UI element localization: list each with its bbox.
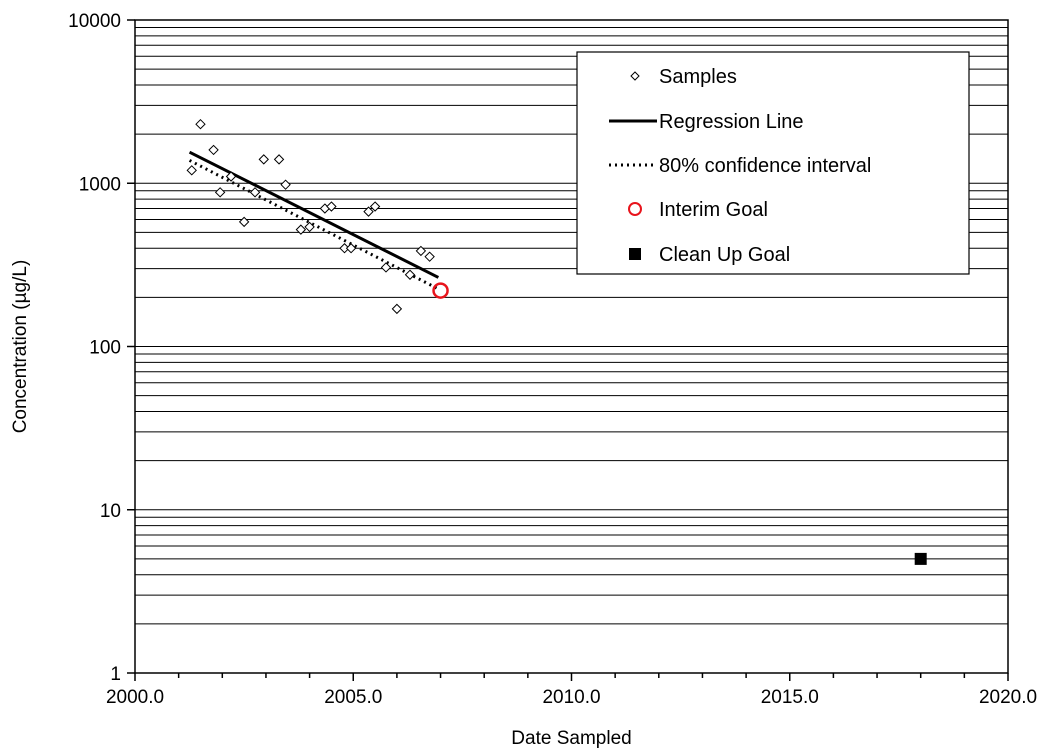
legend-label: Regression Line: [659, 111, 804, 133]
legend-interim-swatch: [628, 202, 642, 216]
legend: Samples Regression Line 80% confidence int…: [576, 51, 970, 275]
y-tick-label: 1: [110, 664, 121, 685]
sample-point: [345, 243, 357, 254]
sample-point: [273, 154, 285, 165]
y-axis-title: Concentration (µg/L): [10, 260, 31, 434]
sample-point: [295, 224, 307, 235]
y-tick-label: 100: [89, 338, 121, 359]
data-series: [186, 118, 927, 565]
sample-point: [280, 179, 291, 190]
y-tick-label: 10000: [68, 11, 121, 32]
sample-point: [369, 201, 381, 212]
sample-point: [415, 245, 427, 257]
sample-point: [380, 262, 392, 273]
cleanup-goal-point: [914, 552, 927, 565]
legend-cleanup-swatch: [629, 248, 641, 260]
y-tick-label: 1000: [79, 174, 121, 195]
legend-samples-swatch: [630, 71, 640, 81]
legend-label: Interim Goal: [659, 199, 768, 221]
x-tick-label: 2000.0: [106, 687, 164, 708]
sample-point: [238, 216, 250, 228]
sample-point: [249, 187, 261, 198]
axis-ticks: [127, 19, 1009, 681]
confidence-interval-line: [188, 159, 440, 291]
sample-point: [424, 251, 435, 262]
sample-point: [304, 221, 315, 233]
legend-label: Samples: [659, 66, 737, 88]
legend-label: 80% confidence interval: [659, 155, 871, 177]
sample-point: [186, 165, 197, 176]
legend-label: Clean Up Goal: [659, 244, 790, 266]
sample-point: [208, 144, 219, 156]
sample-point: [195, 118, 206, 130]
tick-labels: 1 10 100 1000 10000 2000.0 2005.0 2010.0 2015.0 2…: [68, 11, 1037, 708]
regression-line: [188, 150, 440, 279]
y-tick-label: 10: [100, 501, 121, 522]
x-tick-label: 2020.0: [979, 687, 1037, 708]
sample-point: [363, 206, 374, 217]
sample-point: [391, 303, 403, 315]
interim-goal-point: [432, 282, 449, 299]
legend-box: [576, 51, 970, 275]
sample-point: [225, 171, 237, 182]
x-axis-title: Date Sampled: [511, 728, 631, 749]
sample-point: [214, 187, 226, 198]
x-tick-label: 2010.0: [542, 687, 600, 708]
x-tick-label: 2015.0: [761, 687, 819, 708]
sample-point: [404, 269, 416, 280]
x-tick-label: 2005.0: [324, 687, 382, 708]
sample-point: [258, 154, 269, 165]
sample-point: [326, 201, 337, 212]
